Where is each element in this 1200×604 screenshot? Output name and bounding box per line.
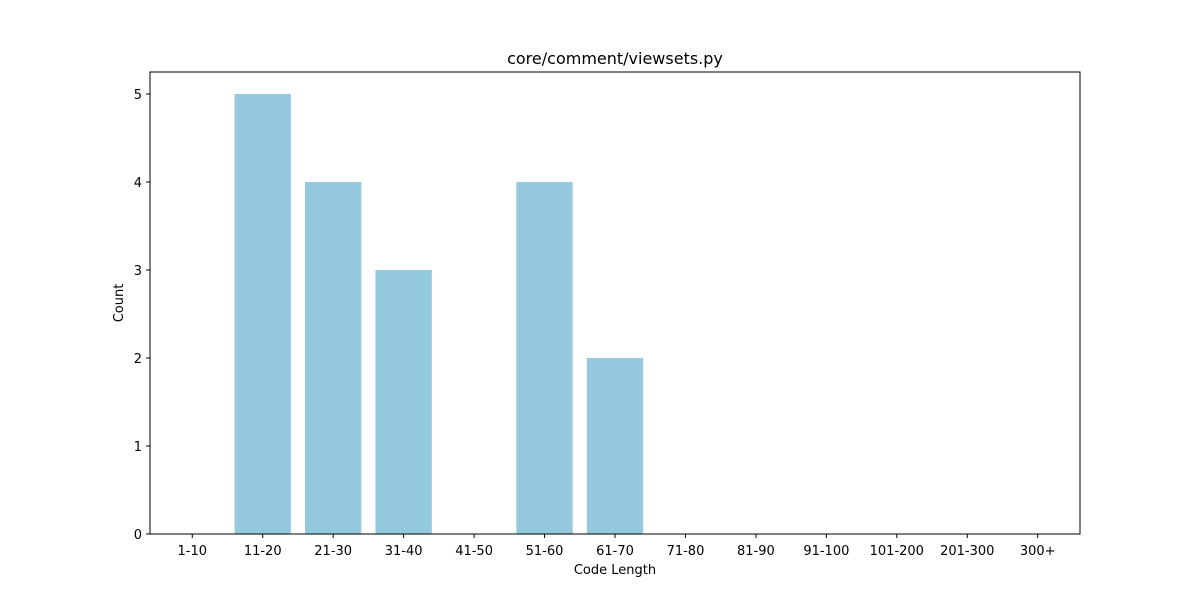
bar-31-40 xyxy=(375,270,432,534)
bar-21-30 xyxy=(305,182,362,534)
bar-51-60 xyxy=(516,182,573,534)
bar-11-20 xyxy=(234,94,291,534)
y-tick-label: 1 xyxy=(134,440,142,455)
x-tick-label: 71-80 xyxy=(667,544,705,559)
x-tick-label: 201-300 xyxy=(940,544,994,559)
chart-title: core/comment/viewsets.py xyxy=(507,49,723,68)
y-tick-label: 5 xyxy=(134,88,142,103)
x-tick-label: 1-10 xyxy=(178,544,208,559)
x-tick-label: 21-30 xyxy=(314,544,352,559)
x-tick-label: 101-200 xyxy=(870,544,924,559)
x-tick-label: 300+ xyxy=(1020,544,1056,559)
bar-61-70 xyxy=(586,358,644,534)
y-tick-label: 2 xyxy=(134,352,142,367)
x-tick-label: 81-90 xyxy=(737,544,775,559)
x-tick-label: 41-50 xyxy=(455,544,493,559)
x-axis-label: Code Length xyxy=(574,563,656,578)
x-tick-label: 11-20 xyxy=(244,544,282,559)
x-tick-label: 61-70 xyxy=(596,544,634,559)
bars-group xyxy=(234,94,644,534)
y-tick-label: 0 xyxy=(134,528,142,543)
y-tick-label: 3 xyxy=(134,264,142,279)
y-axis: 0 1 2 3 4 5 xyxy=(134,88,150,543)
y-tick-label: 4 xyxy=(134,176,142,191)
x-axis: 1-10 11-20 21-30 31-40 41-50 51-60 61-70 71-80 8… xyxy=(178,534,1056,559)
x-tick-label: 51-60 xyxy=(526,544,564,559)
y-axis-label: Count xyxy=(112,284,127,323)
x-tick-label: 31-40 xyxy=(385,544,423,559)
x-tick-label: 91-100 xyxy=(803,544,849,559)
